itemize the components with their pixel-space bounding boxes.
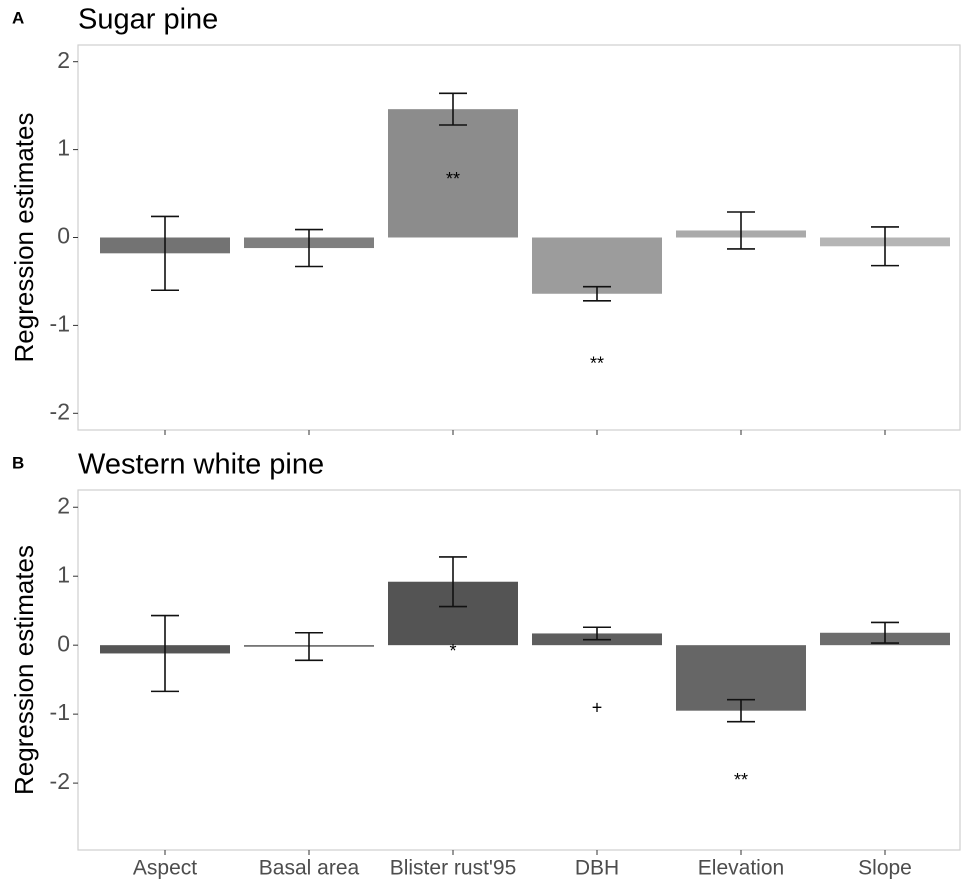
significance-label: * (449, 641, 456, 661)
y-tick-label: -1 (50, 310, 70, 336)
y-tick-label: -2 (50, 768, 70, 794)
error-bar (295, 631, 323, 662)
x-tick-label: Elevation (698, 857, 784, 880)
y-tick-label: 0 (57, 223, 70, 249)
error-bar (439, 92, 467, 126)
y-axis-label: Regression estimates (9, 113, 39, 363)
y-tick-label: 1 (57, 561, 70, 587)
panel-label: B (12, 453, 24, 472)
error-bar (583, 285, 611, 302)
plot-frame (77, 489, 961, 851)
x-tick-label: Aspect (133, 857, 197, 880)
chart-title: Sugar pine (78, 4, 218, 36)
x-tick-label: Slope (858, 857, 912, 880)
x-tick-label: Blister rust'95 (390, 857, 517, 880)
error-bar (151, 215, 179, 292)
error-bar (727, 211, 755, 250)
y-tick-label: 1 (57, 135, 70, 161)
bar (532, 237, 662, 294)
error-bar (151, 614, 179, 693)
significance-label: ** (446, 169, 460, 189)
significance-label: ** (734, 770, 748, 790)
bar (388, 109, 518, 238)
error-bar (295, 228, 323, 268)
y-tick-label: -2 (50, 398, 70, 424)
significance-label: ** (590, 354, 604, 374)
y-tick-label: 0 (57, 630, 70, 656)
error-bar (727, 698, 755, 723)
panel-label: A (12, 8, 24, 27)
y-tick-label: 2 (57, 47, 70, 73)
error-bar (871, 621, 899, 644)
y-tick-label: -1 (50, 699, 70, 725)
x-tick-label: Basal area (259, 857, 360, 880)
significance-label: + (592, 697, 603, 717)
error-bar (439, 556, 467, 608)
y-tick-label: 2 (57, 492, 70, 518)
chart-title: Western white pine (78, 449, 324, 481)
x-tick-label: DBH (575, 857, 619, 880)
error-bar (871, 226, 899, 267)
error-bar (583, 626, 611, 641)
y-axis-label: Regression estimates (9, 545, 39, 795)
